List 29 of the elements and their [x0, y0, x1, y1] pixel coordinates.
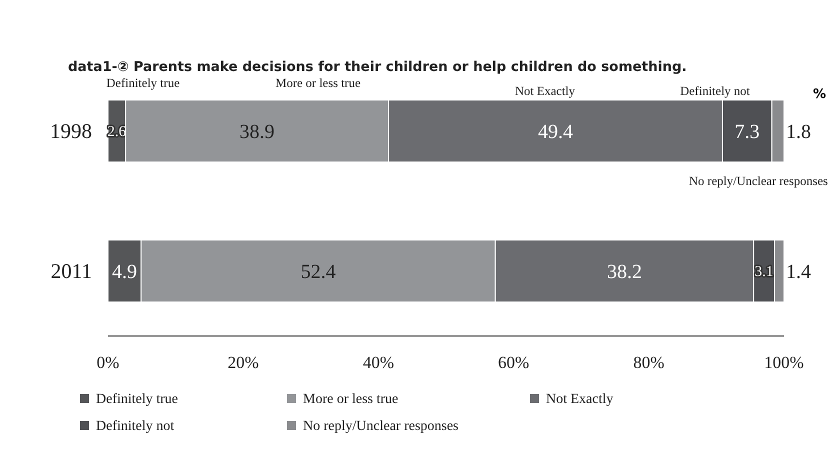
chart-title: data1-② Parents make decisions for their children or help children do something. — [68, 59, 687, 75]
x-tick-label: 40% — [362, 353, 394, 372]
data-label: 7.3 — [734, 121, 760, 144]
y-tick-label: 2011 — [50, 258, 92, 283]
legend-label: More or less true — [303, 392, 398, 407]
annotation: Not Exactly — [514, 84, 576, 98]
annotation: No reply/Unclear responses — [689, 174, 828, 188]
x-axis-title: % — [812, 87, 826, 102]
legend-label: No reply/Unclear responses — [303, 419, 459, 434]
data-label: 1.8 — [786, 121, 811, 144]
legend-label: Definitely not — [96, 419, 174, 434]
y-tick-label: 1998 — [50, 119, 92, 144]
legend-label: Definitely true — [96, 392, 178, 407]
x-tick-label: 60% — [498, 353, 530, 372]
x-tick-label: 0% — [96, 353, 120, 372]
annotation: Definitely true — [106, 76, 180, 90]
annotation: Definitely not — [680, 84, 750, 98]
data-label: 3.1 — [754, 264, 774, 280]
data-label: 38.2 — [606, 260, 642, 283]
data-label: 49.4 — [538, 121, 574, 144]
x-tick-label: 20% — [228, 353, 259, 372]
data-label: 4.9 — [112, 260, 138, 283]
x-tick-label: 80% — [633, 353, 664, 372]
data-label: 52.4 — [300, 260, 336, 283]
x-tick-label: 100% — [764, 353, 804, 372]
annotation: More or less true — [275, 76, 361, 90]
data-label: 38.9 — [240, 121, 275, 144]
legend-label: Not Exactly — [546, 392, 614, 407]
data-label: 1.4 — [786, 260, 811, 283]
